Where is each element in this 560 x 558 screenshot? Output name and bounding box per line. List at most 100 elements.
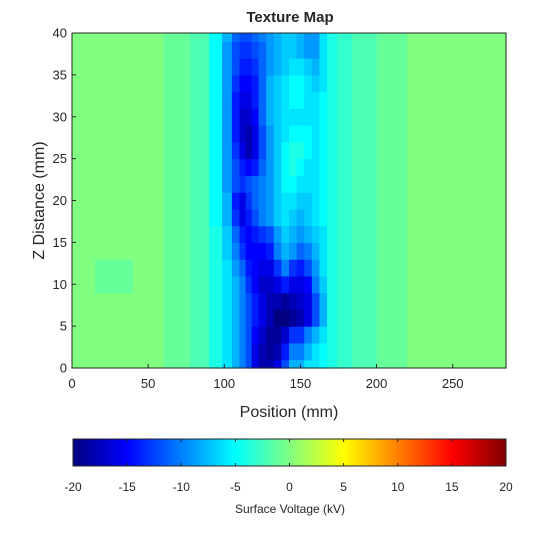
heatmap-cell [304,275,313,294]
heatmap-cell [304,74,313,93]
heatmap-cell [266,125,275,143]
heatmap-cell [304,359,313,369]
heatmap-cell [94,259,134,277]
heatmap-plot-area [72,33,507,369]
heatmap-cell [273,175,282,193]
heatmap-cell [273,58,282,76]
heatmap-cell [336,74,353,93]
heatmap-cell [352,342,378,361]
heatmap-cell [190,91,210,109]
heatmap-cell [222,275,233,294]
heatmap-cell [94,91,134,109]
heatmap-cell [239,326,247,344]
heatmap-cell [163,275,191,294]
heatmap-cell [273,309,282,327]
heatmap-cell [352,208,378,227]
heatmap-cell [231,91,241,109]
heatmap-cell [258,91,267,109]
heatmap-cell [327,342,338,361]
heatmap-cell [319,208,328,227]
heatmap-cell [327,326,338,344]
heatmap-cell [209,275,223,294]
heatmap-cell [352,41,378,59]
heatmap-cell [251,125,260,143]
heatmap-cell [281,292,290,310]
heatmap-cell [245,275,253,294]
heatmap-cell [239,33,247,42]
heatmap-cell [231,175,241,193]
heatmap-cell [231,208,241,227]
heatmap-cell [319,292,328,310]
heatmap-cell [311,359,321,369]
heatmap-cell [132,292,164,310]
heatmap-cell [296,175,305,193]
heatmap-cell [407,33,439,42]
heatmap-cell [163,208,191,227]
heatmap-cell [407,58,439,76]
heatmap-cell [376,41,408,59]
heatmap-cell [407,292,439,310]
heatmap-cell [289,208,298,227]
heatmap-cell [222,58,233,76]
heatmap-cell [407,74,439,93]
heatmap-cell [245,91,253,109]
y-tick-label: 40 [53,26,67,41]
heatmap-cell [311,275,321,294]
heatmap-cell [245,141,253,160]
heatmap-cell [273,292,282,310]
heatmap-cell [72,259,96,277]
heatmap-cell [311,326,321,344]
heatmap-cell [336,342,353,361]
heatmap-cell [304,158,313,176]
heatmap-cell [190,192,210,210]
heatmap-cell [258,33,267,42]
heatmap-cell [231,359,241,369]
heatmap-cell [311,259,321,277]
heatmap-cell [273,342,282,361]
heatmap-cell [296,58,305,76]
heatmap-cell [266,192,275,210]
heatmap-cell [407,175,439,193]
heatmap-cell [281,259,290,277]
heatmap-cell [311,292,321,310]
heatmap-cell [132,33,164,42]
heatmap-cell [231,158,241,176]
heatmap-cell [304,342,313,361]
heatmap-cell [376,225,408,243]
heatmap-cell [132,141,164,160]
heatmap-cell [479,342,507,361]
heatmap-cell [266,33,275,42]
heatmap-cell [319,158,328,176]
heatmap-cell [437,208,480,227]
heatmap-cell [336,242,353,260]
heatmap-cell [72,359,96,369]
heatmap-cell [209,108,223,126]
heatmap-cell [94,192,134,210]
heatmap-cell [209,292,223,310]
heatmap-cell [327,292,338,310]
heatmap-cell [163,259,191,277]
heatmap-cell [72,141,96,160]
x-tick-label: 50 [141,376,155,391]
heatmap-cell [352,91,378,109]
heatmap-cell [376,292,408,310]
heatmap-cell [376,91,408,109]
heatmap-cell [304,242,313,260]
heatmap-cell [479,141,507,160]
heatmap-cell [266,41,275,59]
heatmap-cell [239,359,247,369]
heatmap-cell [376,342,408,361]
heatmap-cell [311,225,321,243]
heatmap-cell [231,41,241,59]
heatmap-cell [273,158,282,176]
heatmap-cell [336,259,353,277]
heatmap-cell [437,158,480,176]
heatmap-cell [251,175,260,193]
heatmap-cell [327,41,338,59]
heatmap-cell [72,158,96,176]
heatmap-cell [273,326,282,344]
heatmap-cell [231,108,241,126]
heatmap-cell [319,108,328,126]
heatmap-cell [407,41,439,59]
y-tick-label: 25 [53,151,67,166]
